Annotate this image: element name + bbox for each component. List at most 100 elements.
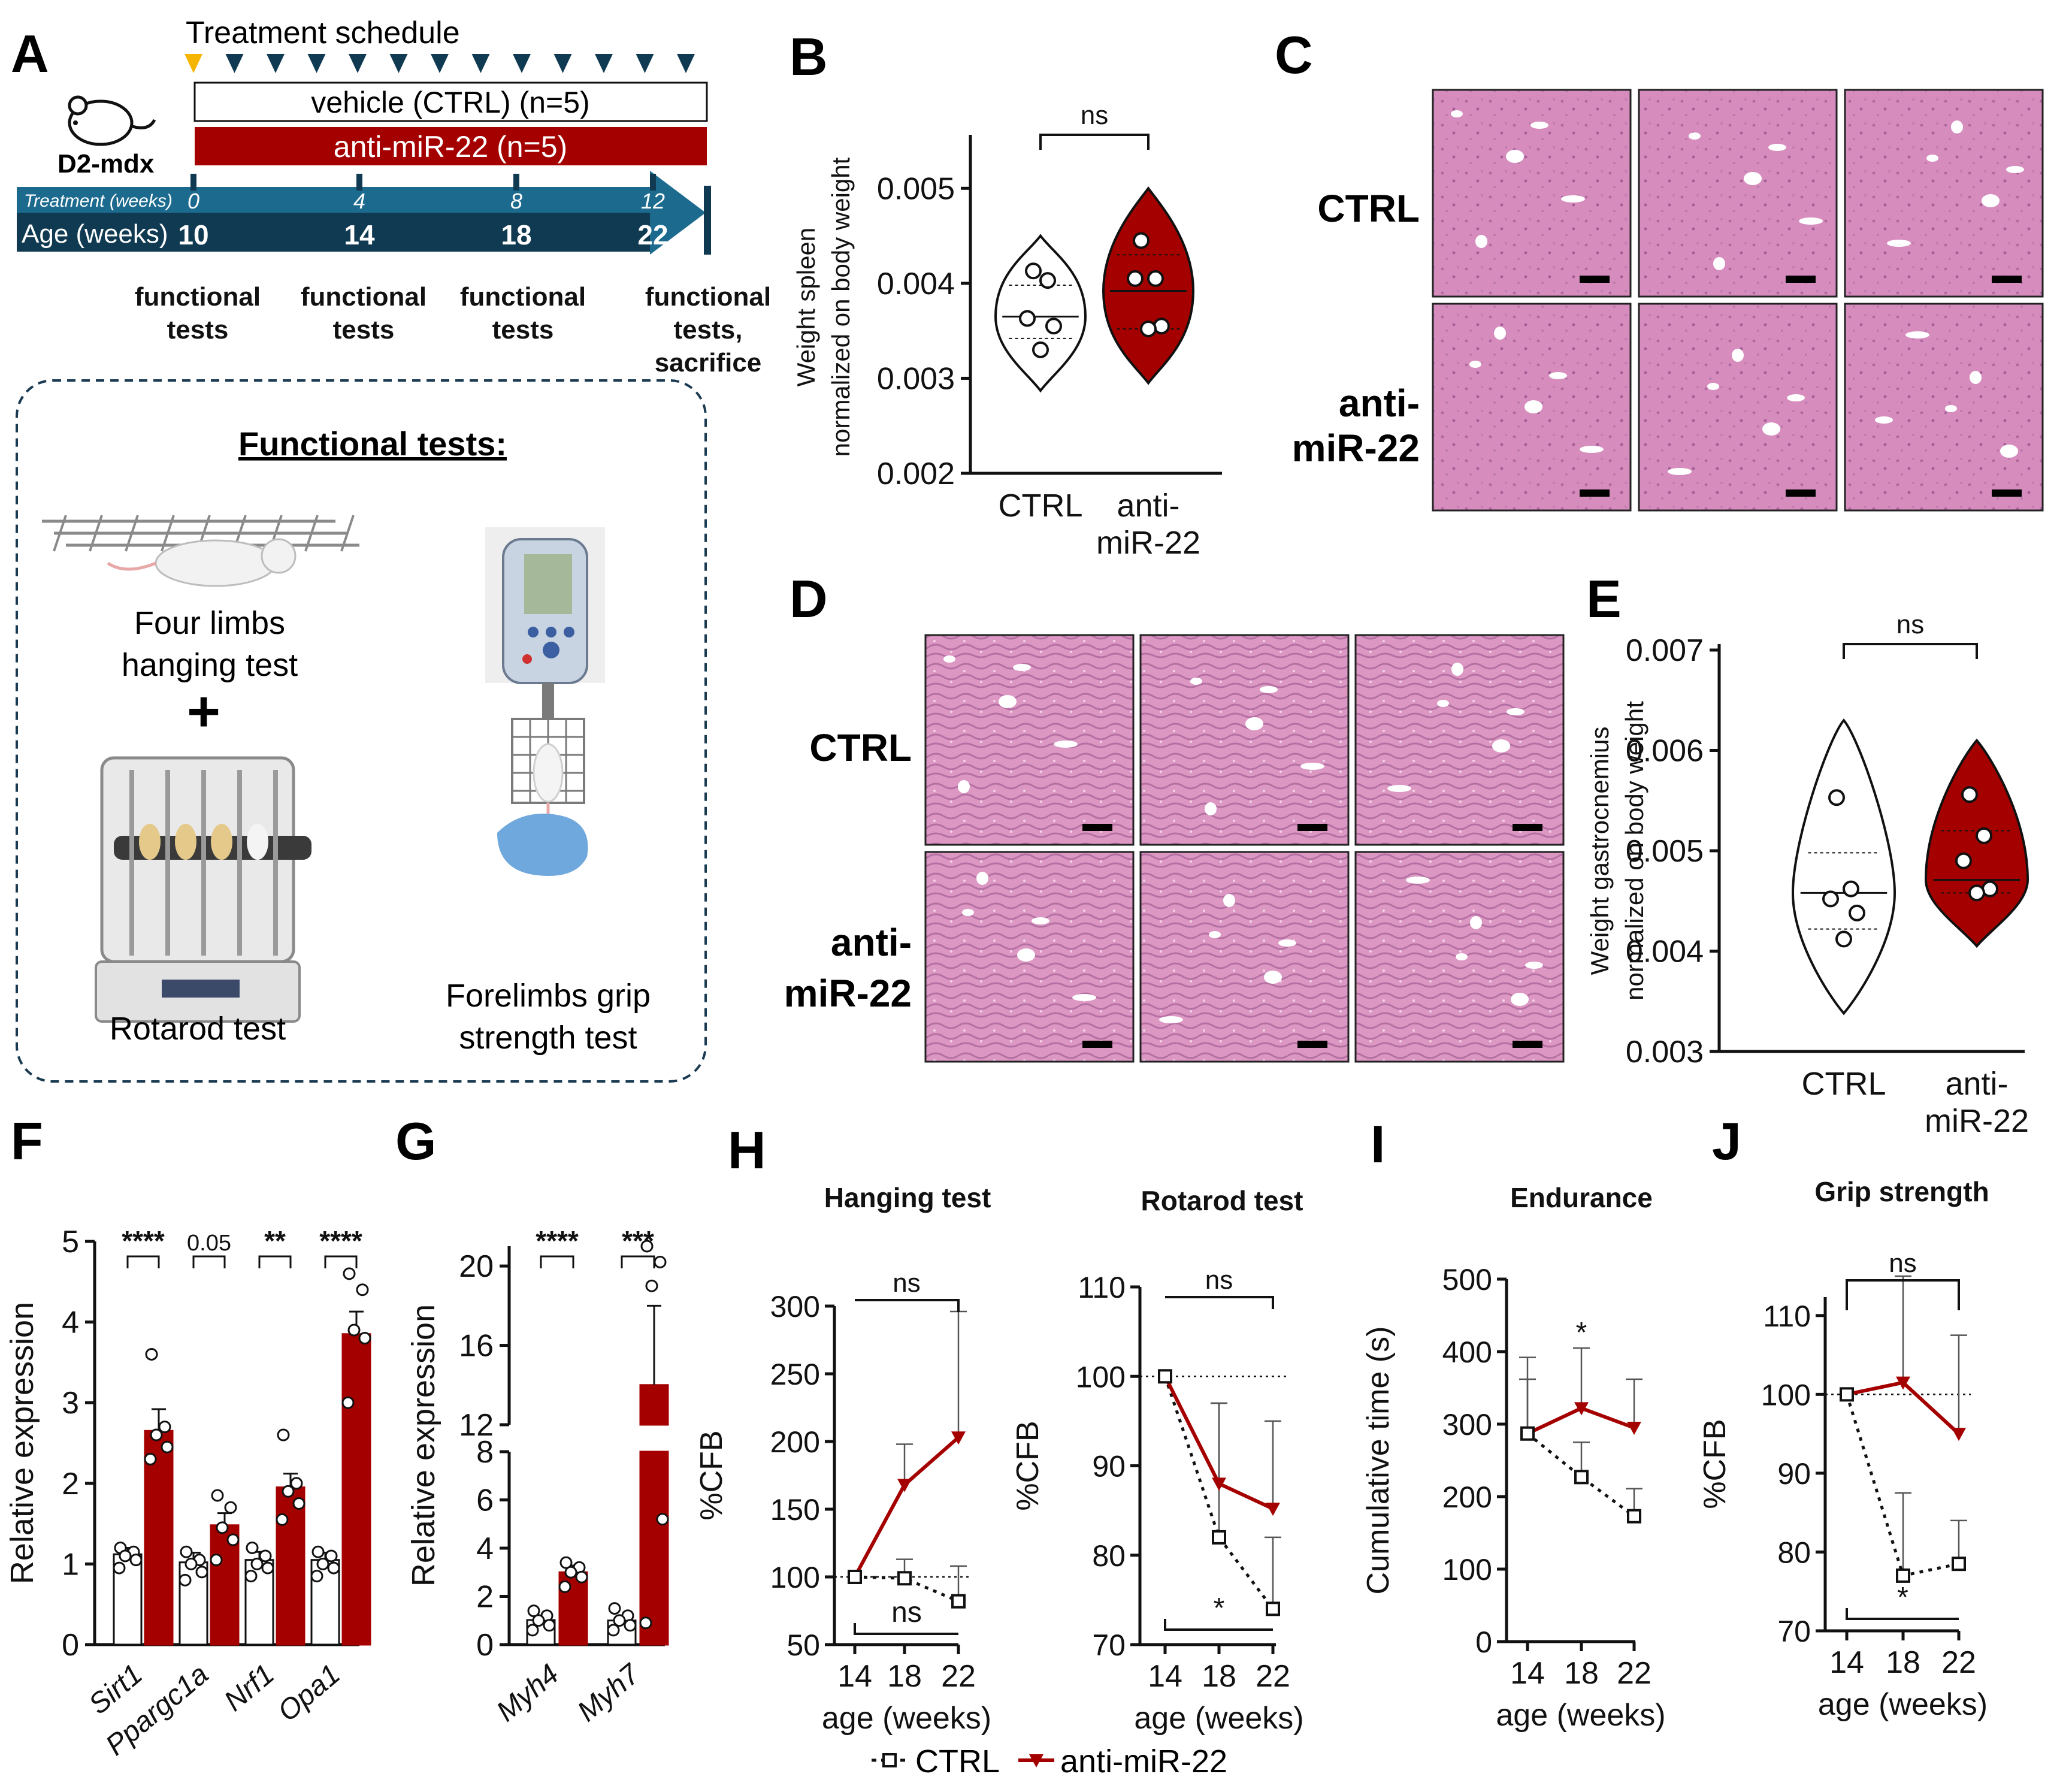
x-category-label: Myh4: [491, 1658, 565, 1728]
significance-label-top: ns: [1205, 1265, 1233, 1295]
histology-vessel: [1494, 327, 1506, 340]
data-point-anti: [1574, 1402, 1589, 1416]
significance-bracket: [126, 1255, 160, 1268]
significance-label-bottom: *: [1897, 1582, 1908, 1613]
panel-c-row-label-anti-2: miR-22: [1292, 427, 1420, 470]
violin-ctrl: [1791, 718, 1896, 1016]
histology-vessel: [1668, 468, 1692, 475]
y-tick-label: 110: [1763, 1300, 1811, 1333]
x-tick-label: 14: [837, 1659, 872, 1694]
data-point: [224, 1501, 237, 1514]
significance-label: ns: [1081, 101, 1108, 130]
data-point: [1140, 320, 1157, 337]
x-axis-label: age (weeks): [822, 1701, 991, 1736]
violin-ctrl: [994, 234, 1087, 393]
rotarod-test-label: Rotarod test: [110, 1011, 286, 1047]
data-point: [1843, 880, 1859, 897]
y-tick-label: 0.003: [877, 361, 955, 396]
y-tick-label: 1: [62, 1547, 79, 1582]
data-point: [639, 1616, 652, 1630]
y-axis-label: Cumulative time (s): [1361, 1326, 1396, 1595]
y-tick-label: 4: [476, 1531, 494, 1566]
chart-h-hanging: Hanging test 50 100 150 200 250 300 14 18 22 age (…: [694, 1182, 991, 1736]
age-timeline: [17, 213, 701, 252]
legend-anti-marker: [1029, 1754, 1043, 1767]
injection-marker: [307, 54, 326, 73]
x-tick-label: 18: [1564, 1656, 1599, 1691]
histology-vessel: [1561, 195, 1585, 203]
histology-vessel: [1406, 877, 1430, 884]
data-point: [1968, 884, 1985, 902]
y-tick-label: 70: [1092, 1628, 1126, 1662]
stage-label-line: tests,: [674, 315, 743, 345]
data-point: [1127, 270, 1144, 287]
significance-label-top: *: [1576, 1317, 1587, 1349]
panel-d-row-label-ctrl: CTRL: [809, 726, 912, 769]
scale-bar: [1297, 824, 1327, 831]
stage-label-line: tests: [167, 315, 229, 345]
grip-test-label-2: strength test: [459, 1020, 637, 1056]
stage-label-line: tests: [333, 315, 395, 345]
data-point: [1955, 852, 1972, 869]
data-point: [327, 1561, 340, 1575]
stage-label-line: sacrifice: [655, 348, 762, 377]
panel-d-image-grid: [924, 634, 1565, 1063]
significance-bracket-bottom: [854, 1623, 958, 1635]
chart-i: Endurance 0 100 200 300 400 500 14 18 22 age (week…: [1361, 1182, 1666, 1733]
injection-marker: [677, 54, 695, 73]
data-point: [1835, 930, 1852, 948]
histology-vessel: [1525, 962, 1543, 969]
histology-vessel: [1887, 240, 1911, 247]
timeline-tick: [190, 174, 196, 191]
data-point: [1147, 270, 1164, 287]
histology-vessel: [1032, 917, 1049, 924]
schedule-title: Treatment schedule: [186, 16, 460, 50]
histology-image-d: [1139, 634, 1350, 846]
histology-vessel: [1875, 416, 1893, 424]
stage-label-line: functional: [135, 282, 261, 312]
y-tick-label: 2: [476, 1580, 494, 1615]
x-tick-label: 18: [887, 1659, 922, 1694]
data-point: [558, 1580, 571, 1593]
x-axis-label: age (weeks): [1818, 1687, 1988, 1722]
panel-a: Treatment schedule D2-mdx vehicle (CTRL)…: [16, 16, 771, 1083]
stage-label-line: tests: [492, 315, 554, 345]
data-point: [261, 1561, 274, 1575]
data-point-anti: [1952, 1428, 1966, 1442]
histology-vessel: [1475, 235, 1487, 248]
data-point-anti: [1896, 1376, 1910, 1390]
y-tick-label: 0.005: [877, 171, 955, 206]
histology-vessel: [1945, 405, 1957, 412]
data-point: [1153, 318, 1170, 335]
data-point: [292, 1497, 305, 1510]
data-point: [259, 1549, 272, 1563]
data-point-ctrl: [1840, 1387, 1854, 1402]
data-point: [1045, 318, 1062, 335]
legend-ctrl-marker: [882, 1753, 897, 1767]
x-axis-label: age (weeks): [1496, 1698, 1665, 1733]
hanging-test-icon: [42, 515, 359, 587]
histology-vessel: [1013, 664, 1031, 671]
scale-bar: [1082, 824, 1112, 831]
data-point: [195, 1566, 208, 1579]
stage-labels: functionaltestsfunctionaltestsfunctional…: [135, 282, 771, 377]
histology-vessel: [1787, 394, 1805, 401]
panel-c: CTRL anti- miR-22: [1292, 89, 2044, 512]
data-point: [316, 1557, 329, 1570]
data-point: [310, 1570, 323, 1583]
data-point-ctrl: [1158, 1369, 1172, 1384]
histology-image-d: [1139, 851, 1350, 1063]
histology-vessel: [1507, 708, 1524, 715]
bar-anti-lower: [639, 1450, 669, 1646]
y-axis-label: normalized on body weight: [1620, 701, 1648, 1001]
significance-bracket-top: [855, 1299, 960, 1312]
histology-vessel: [1744, 172, 1762, 185]
scale-bar: [1513, 824, 1542, 831]
injection-marker: [267, 54, 285, 73]
series-line-anti: [853, 1436, 960, 1578]
data-point: [1133, 232, 1150, 249]
data-point: [113, 1561, 126, 1575]
histology-vessel: [1205, 802, 1217, 815]
significance-label-top: ns: [893, 1268, 920, 1298]
y-tick-label: 3: [62, 1386, 79, 1421]
